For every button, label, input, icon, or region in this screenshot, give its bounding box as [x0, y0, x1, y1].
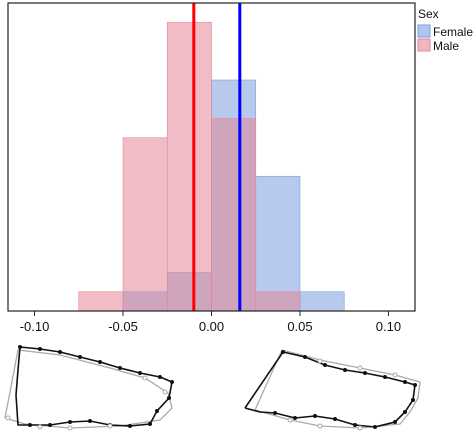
shape-right-point: [273, 411, 277, 415]
x-tick-label: 0.05: [287, 319, 312, 334]
shape-left-black-outline: [15, 346, 173, 427]
shape-left-grey-point: [107, 423, 113, 429]
shape-left-grey-point: [5, 415, 11, 421]
bar-male: [211, 118, 257, 312]
shape-left-point: [128, 424, 132, 428]
shape-left-grey-point: [37, 424, 43, 430]
x-tick-label: -0.05: [108, 319, 138, 334]
legend-swatch-male: [417, 38, 431, 52]
shape-right-point: [303, 355, 307, 359]
bar-male: [166, 21, 212, 312]
bar-male: [78, 291, 124, 312]
shape-right-point: [343, 368, 347, 372]
shape-left-point: [148, 422, 152, 426]
shape-right-grey-point: [357, 365, 363, 371]
shape-left-point: [118, 366, 122, 370]
shape-right-point: [411, 398, 415, 402]
shape-left-point: [78, 355, 82, 359]
shape-right-point: [363, 371, 367, 375]
x-tick-label: 0.00: [199, 319, 224, 334]
shape-left-point: [98, 360, 102, 364]
x-tick-label: 0.10: [376, 319, 401, 334]
bar-female: [299, 291, 345, 312]
shape-left-point: [170, 380, 174, 384]
shape-right-grey-point: [317, 358, 323, 364]
shape-left-point: [38, 347, 42, 351]
bar-male: [122, 137, 168, 312]
shape-left-grey-outline: [4, 349, 173, 429]
bar-male: [255, 291, 301, 312]
shape-right-point: [373, 425, 377, 429]
legend-label-female: Female: [433, 25, 473, 39]
shape-right-point: [293, 416, 297, 420]
bars-layer: [78, 21, 345, 312]
shape-right-grey-point: [317, 423, 323, 429]
shape-outline-right: [244, 349, 421, 431]
shape-right-point: [353, 423, 357, 427]
shape-left-grey-point: [142, 375, 148, 381]
shape-right-grey-point: [392, 372, 398, 378]
shape-right-point: [323, 363, 327, 367]
shape-left-grey-point: [67, 425, 73, 431]
legend: Sex Female Male: [417, 7, 473, 53]
shape-left-point: [167, 396, 171, 400]
x-tick-label: -0.10: [20, 319, 50, 334]
shape-right-grey-point: [357, 425, 363, 431]
shape-left-point: [155, 409, 159, 413]
shape-left-point: [58, 350, 62, 354]
shape-left-point: [138, 371, 142, 375]
shape-left-point: [158, 375, 162, 379]
shape-left-point: [88, 419, 92, 423]
series-male: [78, 21, 301, 312]
shape-right-point: [281, 350, 285, 354]
shape-right-point: [383, 375, 387, 379]
shape-right-point: [403, 410, 407, 414]
shape-right-black-outline: [244, 351, 416, 428]
shape-right-point: [403, 380, 407, 384]
shape-left-point: [18, 345, 22, 349]
legend-label-male: Male: [433, 39, 459, 53]
mean-lines-layer: [192, 3, 242, 311]
shape-outline-left: [4, 345, 174, 431]
shape-right-point: [393, 420, 397, 424]
shape-left-point: [28, 423, 32, 427]
bar-female: [255, 175, 301, 312]
legend-swatch-female: [417, 24, 431, 38]
shape-left-point: [48, 423, 52, 427]
x-axis: -0.10 -0.05 0.00 0.05 0.10: [20, 311, 401, 334]
shape-right-grey-point: [287, 417, 293, 423]
legend-title: Sex: [418, 7, 439, 21]
shape-right-point: [313, 414, 317, 418]
shape-right-point: [333, 417, 337, 421]
shape-left-grey-point: [162, 389, 168, 395]
shape-right-point: [413, 383, 417, 387]
shape-left-point: [68, 420, 72, 424]
